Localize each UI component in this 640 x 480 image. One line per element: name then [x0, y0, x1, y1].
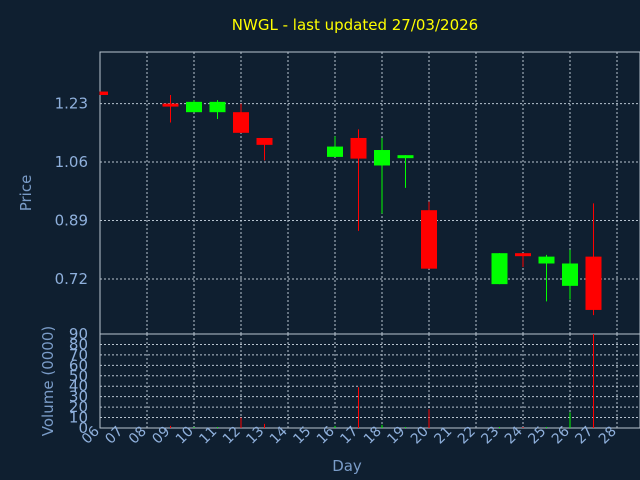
x-tick-label: 09 — [149, 424, 173, 448]
candle-body-up — [397, 155, 414, 159]
candle-body-down — [421, 210, 437, 269]
price-axis-label: Price — [17, 175, 35, 212]
candle-body-down — [515, 253, 531, 257]
x-tick-label: 11 — [196, 424, 220, 448]
volume-grid — [100, 334, 640, 428]
volume-tick-label: 80 — [69, 335, 88, 353]
price-plot-frame — [99, 51, 640, 335]
x-tick-label: 17 — [337, 424, 361, 448]
volume-tick-label: 0 — [78, 419, 88, 437]
candle-body-up — [209, 101, 226, 113]
x-tick-label: 26 — [549, 423, 573, 447]
x-tick-label: 20 — [408, 424, 432, 448]
x-axis-label: Day — [332, 457, 362, 475]
x-tick-label: 14 — [267, 423, 291, 447]
x-tick-label: 18 — [361, 424, 385, 448]
candle-body-up — [562, 263, 578, 286]
price-tick-label: 1.06 — [55, 153, 88, 171]
candle-body-up — [186, 101, 202, 113]
volume-tick-label: 50 — [69, 367, 88, 385]
x-tick-label: 24 — [502, 423, 526, 447]
volume-tick-label: 70 — [69, 346, 88, 364]
volume-plot-frame — [99, 333, 640, 429]
x-tick-label: 22 — [455, 424, 479, 448]
x-tick-label: 16 — [314, 423, 338, 447]
price-tick-label: 1.23 — [55, 95, 88, 113]
candle-body-down — [233, 112, 249, 133]
candle-body-down — [350, 137, 367, 159]
volume-tick-label: 60 — [69, 356, 88, 374]
price-tick-label: 0.89 — [55, 212, 88, 230]
chart-title: NWGL - last updated 27/03/2026 — [232, 16, 478, 34]
volume-tick-label: 30 — [69, 388, 88, 406]
price-axis: 1.23 1.06 0.89 0.72 — [55, 95, 88, 288]
price-tick-label: 0.72 — [55, 270, 88, 288]
volume-tick-label: 90 — [69, 325, 88, 343]
x-tick-label: 13 — [243, 424, 267, 448]
candle-body-down — [256, 137, 273, 145]
x-tick-label: 19 — [384, 424, 408, 448]
volume-bars — [170, 334, 594, 428]
candle-body-up — [374, 150, 390, 166]
price-grid — [100, 52, 640, 334]
candle-body-down — [100, 91, 108, 95]
volume-tick-label: 20 — [69, 398, 88, 416]
x-axis: 06 07 08 09 10 11 12 13 14 15 16 17 18 19 20 21 22 23 24 25… — [79, 423, 620, 447]
candle-body-up — [491, 253, 508, 285]
candles — [99, 91, 602, 316]
volume-tick-label: 10 — [69, 409, 88, 427]
candle-body-down — [585, 256, 602, 310]
x-tick-label: 12 — [220, 424, 244, 448]
volume-tick-label: 40 — [69, 377, 88, 395]
volume-axis-label: Volume (0000) — [39, 326, 57, 436]
x-tick-label: 21 — [431, 424, 455, 448]
x-tick-label: 15 — [290, 424, 314, 448]
candle-body-up — [327, 146, 343, 157]
candle-body-down — [162, 103, 179, 107]
x-tick-label: 28 — [596, 424, 620, 448]
x-tick-label: 08 — [126, 424, 150, 448]
x-tick-label: 23 — [478, 424, 502, 448]
x-tick-label: 25 — [525, 424, 549, 448]
x-tick-label: 27 — [572, 424, 596, 448]
x-tick-label: 10 — [173, 424, 197, 448]
candle-body-up — [538, 256, 555, 264]
x-tick-label: 07 — [102, 424, 126, 448]
